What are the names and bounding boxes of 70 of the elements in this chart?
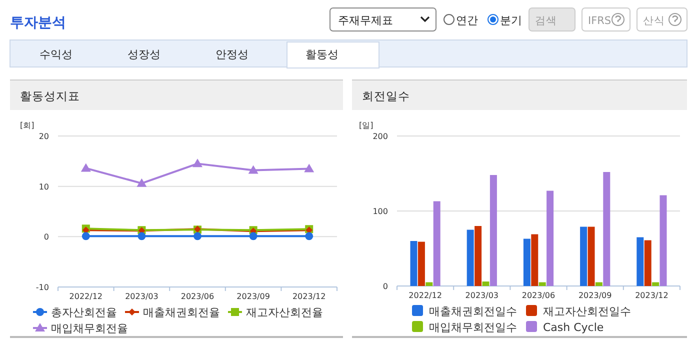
- point: [248, 165, 258, 174]
- text: 주재무제표: [338, 14, 393, 27]
- x-tick-label: 2023/09: [236, 292, 270, 301]
- text: 분기: [500, 14, 522, 27]
- bar: [538, 282, 546, 286]
- bar: [474, 226, 482, 286]
- x-tick-label: 2023/03: [125, 292, 158, 301]
- bar: [466, 230, 474, 286]
- x-tick-label: 2023/12: [635, 291, 668, 300]
- chart-title: 회전일수: [362, 89, 410, 103]
- x-tick-label: 2023/06: [522, 291, 556, 300]
- y-axis-title: [일]: [359, 121, 374, 130]
- legend-label: 매출채권회전일수: [429, 305, 517, 318]
- bar: [595, 282, 602, 286]
- chart-title: 활동성지표: [20, 89, 80, 103]
- x-tick-label: 2022/12: [69, 292, 103, 301]
- x-tick-label: 2022/12: [408, 291, 442, 300]
- point: [249, 232, 258, 240]
- bar: [636, 237, 644, 286]
- legend-label: 총자산회전율: [51, 306, 117, 319]
- bar: [644, 240, 652, 286]
- y-axis-title: [회]: [20, 121, 34, 130]
- point: [136, 178, 147, 187]
- bar: [490, 175, 497, 286]
- bar: [652, 282, 660, 286]
- bar: [433, 201, 440, 286]
- bar: [523, 238, 530, 286]
- text: 안정성: [216, 48, 248, 61]
- legend-label: 재고자산회전일수: [543, 305, 631, 318]
- legend-label: 매입채무회전율: [51, 322, 128, 335]
- y-tick-label: 100: [372, 207, 388, 216]
- point: [192, 158, 202, 168]
- y-tick-label: 20: [38, 132, 49, 141]
- text: 수익성: [40, 48, 72, 61]
- bar: [603, 172, 610, 286]
- y-tick-label: 0: [44, 232, 49, 242]
- legend-label: 매출채권회전율: [143, 306, 220, 319]
- bar: [426, 282, 433, 286]
- point: [82, 232, 90, 240]
- legend-label: Cash Cycle: [543, 321, 604, 334]
- text: IFRS: [588, 15, 612, 27]
- point: [80, 163, 91, 172]
- x-tick-label: 2023/03: [465, 291, 499, 300]
- text: 검색: [535, 15, 557, 27]
- y-tick-label: 0: [382, 282, 388, 291]
- legend-label: 매입채무회전일수: [429, 321, 517, 334]
- bar: [580, 226, 588, 286]
- point: [138, 232, 146, 240]
- x-tick-label: 2023/12: [292, 292, 326, 301]
- point: [194, 232, 202, 240]
- y-tick-label: -10: [36, 283, 49, 292]
- point: [305, 232, 314, 240]
- text: 성장성: [128, 48, 160, 61]
- bar: [482, 282, 490, 286]
- legend-label: 재고자산회전율: [246, 306, 323, 319]
- x-tick-label: 2023/06: [180, 292, 214, 301]
- bar: [660, 195, 667, 286]
- y-tick-label: 10: [38, 182, 49, 192]
- y-tick-label: 200: [372, 132, 388, 141]
- text: 산식: [643, 15, 665, 27]
- bar: [588, 226, 595, 286]
- text: 연간: [456, 14, 478, 27]
- bar: [546, 190, 554, 286]
- point: [304, 164, 314, 172]
- text: 활동성: [306, 48, 338, 61]
- bar: [410, 241, 418, 286]
- x-tick-label: 2023/09: [578, 291, 612, 300]
- bar: [531, 234, 538, 286]
- text: 투자분석: [10, 15, 66, 31]
- bar: [418, 242, 425, 286]
